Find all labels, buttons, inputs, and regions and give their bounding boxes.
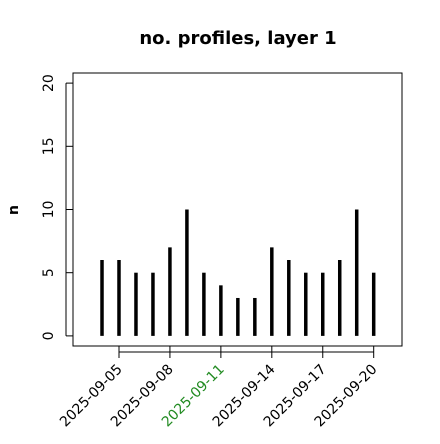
y-tick-label: 0 [41, 331, 57, 340]
y-tick-label: 15 [41, 137, 57, 155]
y-tick-label: 5 [41, 268, 57, 277]
y-axis-label: n [6, 205, 22, 215]
y-tick-label: 20 [41, 74, 57, 92]
y-tick-label: 10 [41, 201, 57, 219]
chart-title: no. profiles, layer 1 [139, 28, 336, 49]
